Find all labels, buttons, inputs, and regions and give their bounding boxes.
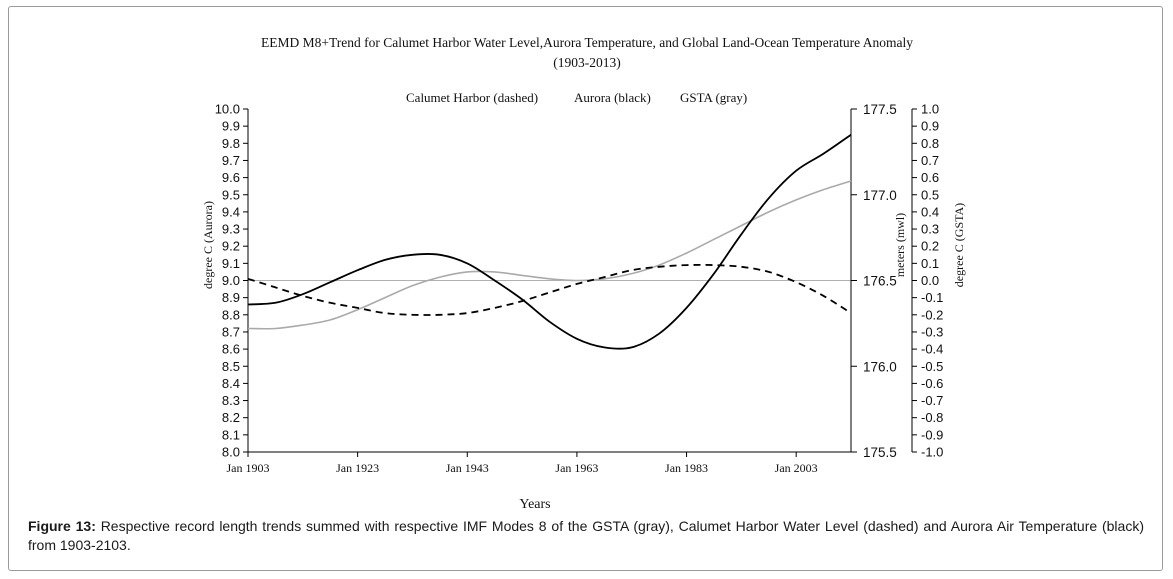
left-tick-label: 9.8: [222, 136, 240, 151]
right-tick-label: 0.8: [921, 136, 939, 151]
right-tick-label: 0.3: [921, 222, 939, 237]
right-tick-label: 0.6: [921, 170, 939, 185]
x-axis-label: Years: [519, 497, 550, 512]
right-tick-label: -0.9: [921, 427, 943, 442]
calumet-harbor-line: [247, 263, 852, 316]
chart: EEMD M8+Trend for Calumet Harbor Water L…: [201, 35, 966, 512]
legend-calumet: Calumet Harbor (dashed): [406, 90, 538, 105]
left-tick-label: 8.6: [222, 342, 240, 357]
right-tick-label: 0.0: [921, 273, 939, 288]
left-tick-label: 8.7: [222, 324, 240, 339]
left-tick-label: 9.7: [222, 153, 240, 168]
mid-tick-label: 177.0: [863, 188, 897, 203]
gsta-line: [247, 180, 852, 330]
right-tick-label: 0.7: [921, 153, 939, 168]
x-tick-label: Jan 2003: [775, 461, 818, 475]
right-tick-label: -0.8: [921, 410, 943, 425]
left-tick-label: 9.2: [222, 239, 240, 254]
legend-gsta: GSTA (gray): [680, 90, 747, 105]
left-tick-label: 10.0: [215, 102, 240, 117]
left-tick-label: 9.1: [222, 256, 240, 271]
right-tick-label: 0.2: [921, 239, 939, 254]
x-tick-label: Jan 1943: [446, 461, 489, 475]
left-tick-label: 8.4: [222, 376, 240, 391]
legend-aurora: Aurora (black): [574, 90, 651, 105]
right-tick-label: 0.5: [921, 187, 939, 202]
right-tick-label: 0.4: [921, 204, 939, 219]
right-axis-label: degree C (GSTA): [952, 203, 966, 287]
left-tick-label: 9.9: [222, 119, 240, 134]
chart-subtitle: (1903-2013): [553, 55, 621, 70]
right-tick-label: -1.0: [921, 445, 943, 460]
x-tick-label: Jan 1963: [555, 461, 598, 475]
right-tick-label: -0.5: [921, 359, 943, 374]
caption-text: Respective record length trends summed w…: [28, 518, 1144, 553]
mid-tick-label: 176.0: [863, 359, 897, 374]
right-tick-label: -0.6: [921, 376, 943, 391]
right-tick-label: -0.3: [921, 324, 943, 339]
aurora-line: [247, 133, 852, 350]
left-tick-label: 8.5: [222, 359, 240, 374]
left-tick-label: 9.0: [222, 273, 240, 288]
right-tick-label: -0.4: [921, 342, 943, 357]
x-tick-label: Jan 1903: [227, 461, 270, 475]
axes: 8.0 8.1 8.2 8.3 8.4 8.5 8.6 8.7 8.8 8.9 9.0 9.1 9.2 9…: [215, 102, 944, 476]
left-tick-label: 8.0: [222, 445, 240, 460]
mid-tick-label: 177.5: [863, 102, 897, 117]
figure-frame: [8, 6, 1163, 571]
mid-tick-label: 176.5: [863, 274, 897, 289]
left-tick-label: 9.6: [222, 170, 240, 185]
left-axis-label: degree C (Aurora): [201, 201, 215, 289]
caption-label: Figure 13:: [28, 518, 96, 534]
left-tick-label: 8.3: [222, 393, 240, 408]
x-tick-label: Jan 1983: [665, 461, 708, 475]
right-tick-label: -0.1: [921, 290, 943, 305]
chart-title: EEMD M8+Trend for Calumet Harbor Water L…: [261, 35, 913, 50]
left-tick-label: 9.4: [222, 204, 240, 219]
figure-caption: Figure 13: Respective record length tren…: [28, 517, 1144, 555]
mid-tick-label: 175.5: [863, 445, 897, 460]
right-tick-label: 0.1: [921, 256, 939, 271]
x-tick-label: Jan 1923: [336, 461, 379, 475]
mid-axis-label: meters (mwl): [893, 213, 907, 277]
right-tick-label: -0.2: [921, 307, 943, 322]
left-tick-label: 9.5: [222, 187, 240, 202]
left-tick-label: 8.8: [222, 307, 240, 322]
left-tick-label: 8.9: [222, 290, 240, 305]
right-tick-label: -0.7: [921, 393, 943, 408]
left-tick-label: 8.2: [222, 410, 240, 425]
right-tick-label: 1.0: [921, 102, 939, 117]
left-tick-label: 9.3: [222, 222, 240, 237]
left-tick-label: 8.1: [222, 427, 240, 442]
series-group: [247, 133, 852, 350]
right-tick-label: 0.9: [921, 119, 939, 134]
